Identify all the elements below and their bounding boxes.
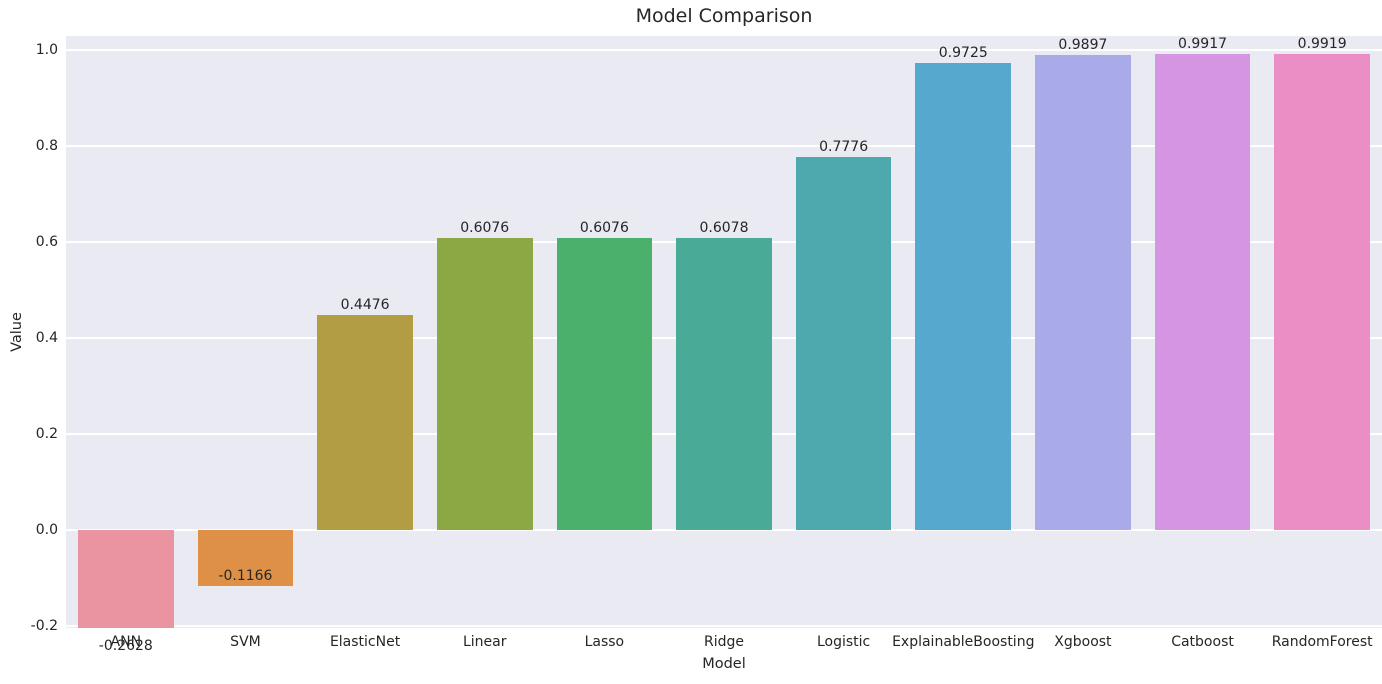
y-tick-label: 0.8 (35, 138, 58, 154)
x-tick-label: Catboost (1171, 634, 1234, 650)
y-tick-label: 0.6 (35, 234, 58, 250)
x-tick-label: Lasso (584, 634, 625, 650)
x-tick-label: SVM (230, 634, 261, 650)
bar (556, 238, 653, 530)
bar (915, 63, 1012, 530)
bar (1154, 53, 1251, 530)
x-tick-label: ExplainableBoosting (892, 634, 1035, 650)
x-tick-label: RandomForest (1271, 634, 1373, 650)
bar (1035, 54, 1131, 530)
plot-area (66, 36, 1382, 628)
y-tick-label: 0.4 (35, 330, 58, 346)
x-axis-ticks: ANN SVM ElasticNet Linear Lasso Ridge Logistic… (66, 634, 1382, 654)
gridline (66, 49, 1382, 51)
bar (197, 530, 294, 586)
gridline (66, 625, 1382, 627)
x-tick-label: Logistic (816, 634, 871, 650)
chart-title: Model Comparison (635, 5, 813, 27)
bar (676, 238, 772, 530)
bar (1274, 53, 1371, 530)
y-tick-label: 0.2 (35, 426, 58, 442)
x-tick-label: Xgboost (1054, 634, 1112, 650)
x-tick-label: ANN (110, 634, 142, 650)
x-tick-label: Linear (462, 634, 507, 650)
x-tick-label: Ridge (703, 634, 745, 650)
bar (436, 238, 533, 530)
x-axis-label: Model (702, 656, 746, 672)
gridline (66, 145, 1382, 147)
bar (795, 156, 892, 530)
y-tick-label: 0.0 (35, 522, 58, 538)
gridline (66, 529, 1382, 531)
y-tick-label: -0.2 (30, 618, 58, 634)
y-tick-label: 1.0 (35, 42, 58, 58)
x-tick-label: ElasticNet (329, 634, 401, 650)
bar (77, 530, 174, 628)
bar (317, 315, 413, 530)
y-axis-ticks: 1.0 0.8 0.6 0.4 0.2 0.0 -0.2 (0, 0, 58, 684)
